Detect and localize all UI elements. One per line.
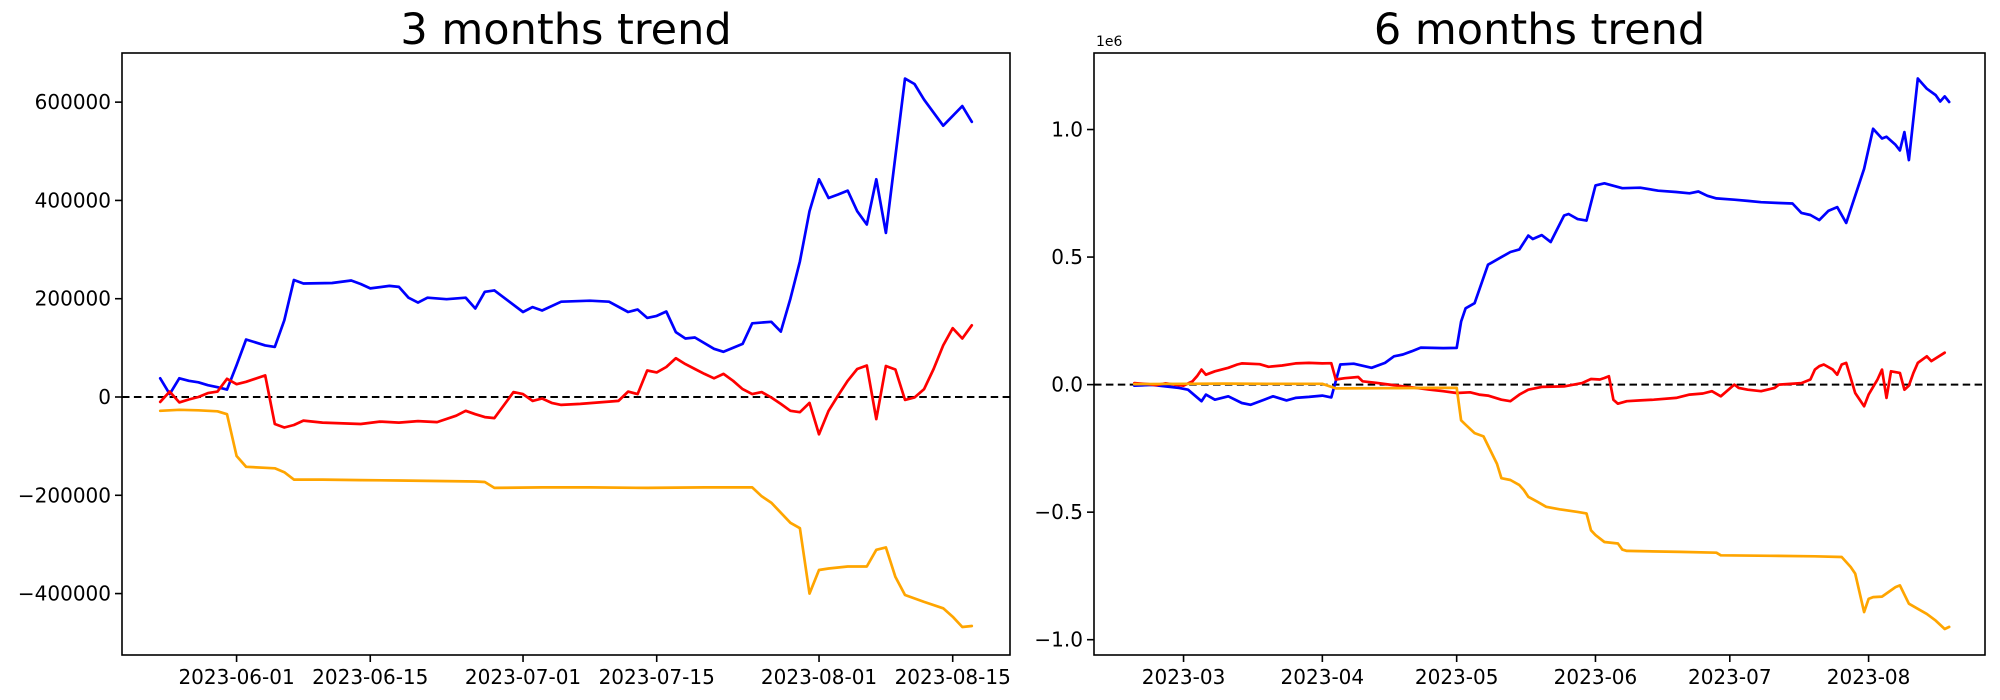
y-tick-label: 1.0 [1051,118,1083,142]
x-tick-label: 2023-08 [1827,665,1911,689]
series-orange-line [158,408,974,629]
series-red-line [1132,351,1947,408]
x-tick-label: 2023-07 [1688,665,1772,689]
x-tick-label: 2023-07-15 [599,665,715,689]
y-tick-label: 200000 [35,287,111,311]
x-tick-label: 2023-03 [1142,665,1226,689]
x-tick-label: 2023-08-15 [895,665,1011,689]
x-tick-label: 2023-06 [1554,665,1638,689]
x-tick-label: 2023-06-15 [312,665,428,689]
y-tick-label: −0.5 [1034,500,1083,524]
x-tick-label: 2023-07-01 [465,665,581,689]
x-tick-label: 2023-05 [1415,665,1499,689]
y-tick-label: −400000 [18,582,111,606]
y-tick-label: 0 [98,385,111,409]
axes-frame [121,52,1011,656]
y-tick-label: 0.0 [1051,373,1083,397]
series-blue-line [1132,77,1951,407]
chart-6-months-trend: 2023-03 2023-04 2023-05 2023-06 2023-07 2023-… [1034,5,1986,689]
y-tick-label: 400000 [35,188,111,212]
series-blue-line [158,77,974,396]
chart-3-months-trend: 2023-06-01 2023-06-15 2023-07-01 2023-07-15… [18,5,1011,689]
y-axis-offset-label: 1e6 [1096,34,1123,50]
y-tick-label: 0.5 [1051,245,1083,269]
y-tick-label: −200000 [18,483,111,507]
x-tick-label: 2023-06-01 [178,665,294,689]
y-tick-label: −1.0 [1034,628,1083,652]
x-tick-label: 2023-08-01 [761,665,877,689]
axes-frame [1093,52,1986,656]
chart-title: 3 months trend [400,5,731,55]
y-tick-label: 600000 [35,90,111,114]
series-orange-line [1132,382,1951,631]
x-tick-label: 2023-04 [1281,665,1365,689]
chart-title: 6 months trend [1374,5,1705,55]
series-red-line [158,323,974,436]
